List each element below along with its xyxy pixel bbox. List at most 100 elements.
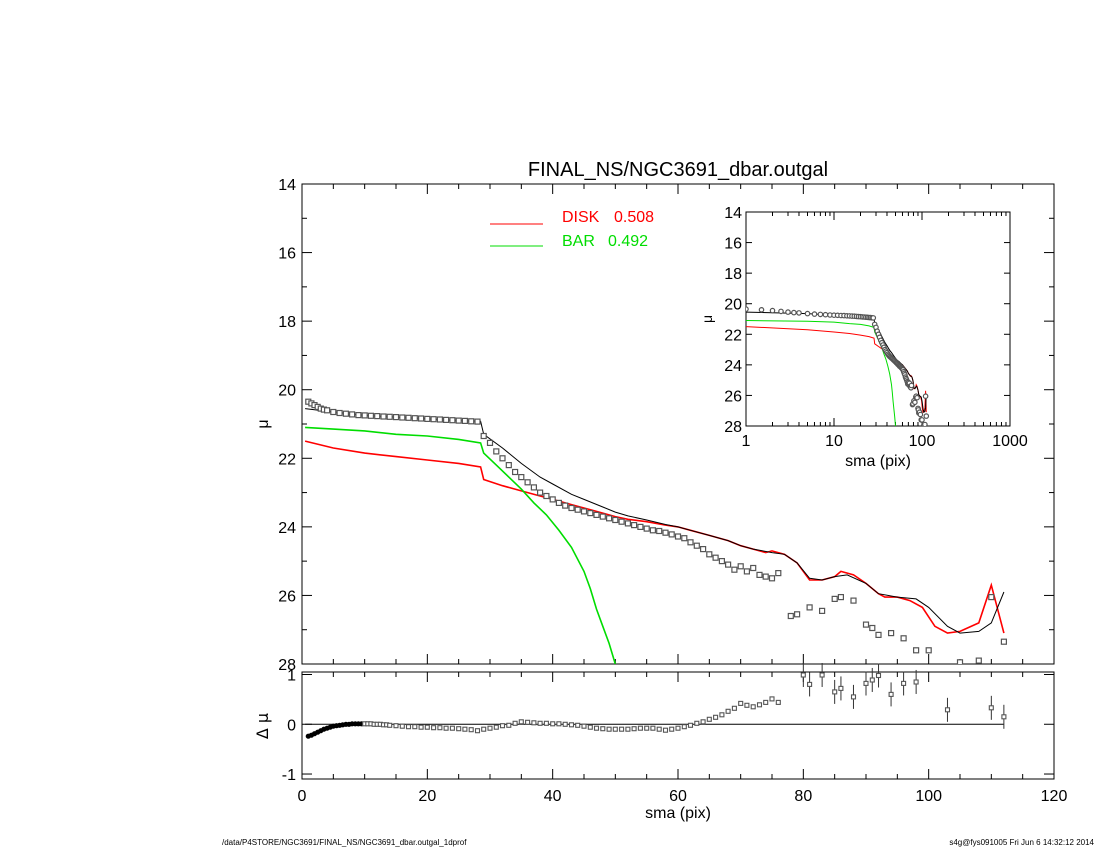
inset-x-tick-label: 1000 [992,433,1028,450]
residual-point [449,725,455,731]
data-point [424,415,431,422]
residual-point [838,685,844,691]
data-point [662,529,669,536]
data-point [718,557,726,565]
data-point [349,411,356,418]
data-point [330,408,337,416]
footer-timestamp: s4g@fys091005 Fri Jun 6 14:32:12 2014 [949,838,1094,847]
residual-point [775,699,781,705]
residual-point [644,725,650,731]
residual-point [462,726,468,732]
data-point [737,563,744,570]
data-point [618,518,625,525]
main-y-tick-label: 26 [278,588,296,605]
residual-point [738,700,744,706]
residual-point [456,726,462,732]
residual-point [568,722,575,728]
data-point [493,448,500,455]
data-point [862,621,870,628]
residual-plot-series [305,662,1007,739]
inset-data-point [746,306,749,312]
residual-point [543,720,549,726]
residual-point [706,716,712,722]
inset-data-point [912,399,918,406]
inset-y-axis-label: μ [699,315,715,323]
x-tick-label: 40 [544,788,562,805]
main-plot-series [304,398,1008,664]
data-point [367,412,374,419]
inset-data-point [785,309,791,315]
data-point [486,439,494,446]
inset-x-axis-label: sma (pix) [845,453,911,470]
residual-point [468,727,474,733]
data-point [443,416,450,423]
legend-bar-value: 0.492 [608,233,648,250]
residual-point [619,726,625,732]
residual-point [443,725,449,731]
inset-data-point [923,413,930,419]
main-y-tick-label: 20 [278,383,296,400]
data-point [543,492,550,500]
residual-point [418,724,424,730]
main-y-tick-label: 28 [278,657,296,674]
residual-point [750,704,756,710]
residual-point [769,696,775,702]
residual-point [669,726,675,732]
residual-y-tick-label: 0 [287,717,296,734]
data-point [756,571,763,579]
residual-y-tick-label: 1 [287,667,296,684]
inset-data-point [822,311,829,318]
main-y-tick-label: 14 [278,177,296,194]
data-point [850,597,857,604]
x-tick-label: 80 [794,788,812,805]
main-y-tick-label: 22 [278,451,296,468]
data-point [624,520,632,527]
residual-point [387,722,393,728]
inset-data-point [758,306,765,313]
inset-data-point [804,310,811,317]
data-point [668,531,675,538]
data-point [887,629,895,637]
inset-y-tick-label: 22 [724,327,742,344]
inset-plot-series [746,306,930,426]
data-point [411,415,418,422]
data-point [793,611,801,618]
residual-point [819,672,825,678]
data-point [580,508,588,515]
residual-point [687,722,694,728]
residual-point [694,720,700,726]
residual-y-axis-label: Δ μ [253,713,272,739]
residual-point [525,719,531,725]
data-point [750,564,757,572]
main-y-tick-label: 18 [278,314,296,331]
inset-y-tick-label: 20 [724,297,742,314]
data-point [499,455,506,462]
residual-point [913,679,919,685]
main-y-tick-label: 24 [278,520,296,537]
residual-point [437,725,443,731]
residual-point [763,699,769,705]
residual-point [506,722,512,728]
data-point [875,631,882,639]
inset-data-point [791,309,797,316]
data-point [436,416,443,423]
residual-point [675,725,681,731]
inset-data-point [796,310,802,316]
legend-disk-label: DISK [562,209,600,226]
residual-point [625,726,631,732]
x-tick-label: 100 [915,788,942,805]
data-point [656,527,663,535]
data-point [731,566,738,573]
residual-point [719,712,725,718]
residual-point [562,721,568,727]
residual-point [606,726,612,732]
inset-data-point [811,311,818,317]
inset-data-point [919,417,925,423]
data-point [956,659,964,664]
data-point [818,607,826,615]
inset-plot-axes: 14 16 18 20 22 24 26 281 10 100 1000 [724,205,1028,450]
data-point [587,510,594,517]
data-point [336,409,343,417]
residual-point [637,725,643,731]
